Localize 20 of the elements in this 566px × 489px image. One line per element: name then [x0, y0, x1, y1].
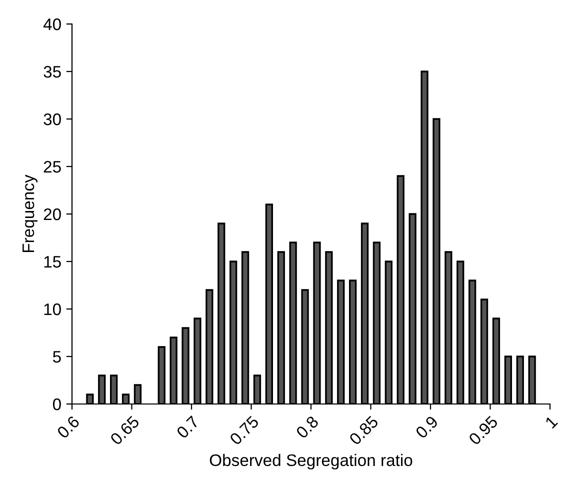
y-tick-label: 35	[44, 66, 61, 78]
x-tick-label: 0.6	[56, 415, 80, 439]
x-tick-label: 0.7	[176, 415, 200, 439]
x-tick-label: 0.75	[229, 415, 260, 446]
x-axis-title: Observed Segregation ratio	[210, 454, 412, 470]
x-tick-label: 1	[544, 415, 558, 429]
y-tick-label: 25	[44, 160, 61, 173]
y-tick-label: 15	[44, 256, 61, 268]
y-tick-label: 5	[52, 351, 61, 363]
x-tick-label: 0.9	[414, 415, 439, 439]
y-axis-title: Frequency	[22, 174, 38, 252]
x-tick-label: 0.8	[295, 415, 320, 439]
x-tick-label: 0.85	[348, 415, 379, 446]
y-tick-label: 10	[44, 303, 61, 316]
x-tick-label: 0.95	[468, 415, 498, 446]
y-tick-label: 40	[43, 18, 61, 30]
y-tick-label: 0	[52, 398, 61, 410]
x-tick-label: 0.65	[110, 415, 140, 446]
y-tick-label: 30	[44, 113, 61, 126]
y-tick-label: 20	[44, 208, 61, 220]
